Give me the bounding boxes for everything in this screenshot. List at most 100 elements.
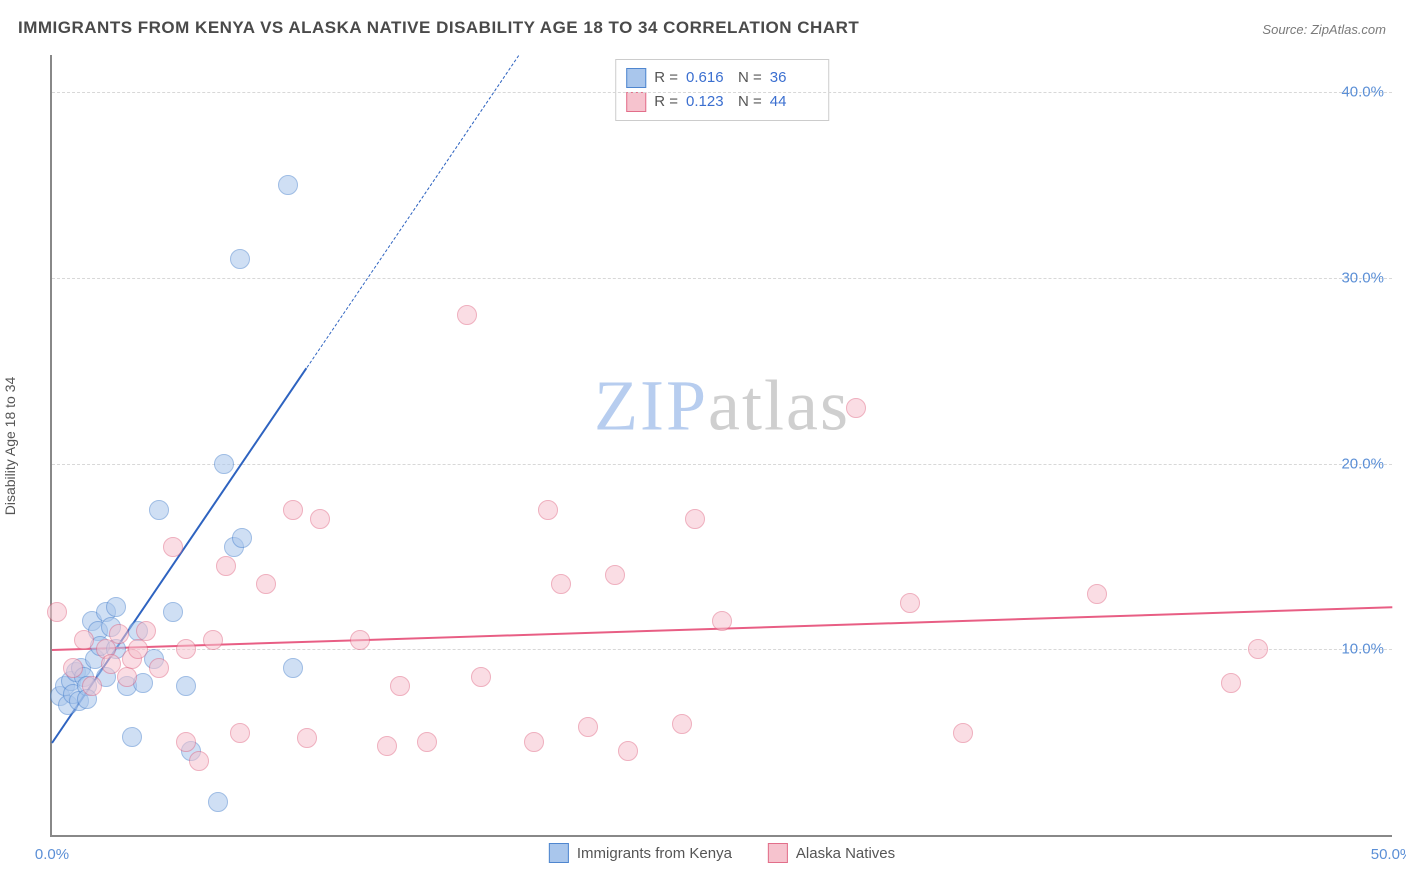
- gridline: [52, 649, 1392, 650]
- legend-stats-box: R = 0.616 N = 36 R = 0.123 N = 44: [615, 59, 829, 121]
- data-point-kenya: [55, 676, 75, 696]
- data-point-alaska: [953, 723, 973, 743]
- data-point-kenya: [90, 636, 110, 656]
- data-point-alaska: [122, 649, 142, 669]
- stat-r-label: R =: [654, 90, 678, 114]
- data-point-kenya: [149, 500, 169, 520]
- data-point-kenya: [133, 673, 153, 693]
- data-point-alaska: [256, 574, 276, 594]
- data-point-kenya: [144, 649, 164, 669]
- data-point-alaska: [685, 509, 705, 529]
- swatch-alaska: [626, 92, 646, 112]
- data-point-alaska: [230, 723, 250, 743]
- legend-stats-row-alaska: R = 0.123 N = 44: [626, 90, 814, 114]
- data-point-alaska: [117, 667, 137, 687]
- data-point-kenya: [88, 621, 108, 641]
- data-point-alaska: [189, 751, 209, 771]
- legend-item-alaska: Alaska Natives: [768, 843, 895, 863]
- data-point-alaska: [377, 736, 397, 756]
- data-point-kenya: [208, 792, 228, 812]
- data-point-alaska: [176, 732, 196, 752]
- stat-r-alaska: 0.123: [686, 90, 730, 114]
- data-point-kenya: [106, 597, 126, 617]
- data-point-kenya: [117, 676, 137, 696]
- data-point-kenya: [96, 602, 116, 622]
- data-point-kenya: [224, 537, 244, 557]
- x-tick-label: 0.0%: [35, 846, 69, 863]
- data-point-alaska: [605, 565, 625, 585]
- data-point-alaska: [1087, 584, 1107, 604]
- data-point-kenya: [50, 686, 70, 706]
- data-point-alaska: [216, 556, 236, 576]
- y-tick-label: 20.0%: [1341, 455, 1384, 472]
- data-point-alaska: [551, 574, 571, 594]
- stat-r-kenya: 0.616: [686, 66, 730, 90]
- watermark-zip: ZIP: [594, 366, 708, 446]
- data-point-alaska: [63, 658, 83, 678]
- data-point-kenya: [101, 617, 121, 637]
- legend-label-alaska: Alaska Natives: [796, 845, 895, 862]
- watermark: ZIPatlas: [594, 365, 850, 448]
- legend-bottom: Immigrants from Kenya Alaska Natives: [549, 843, 895, 863]
- data-point-kenya: [61, 671, 81, 691]
- gridline: [52, 464, 1392, 465]
- swatch-alaska: [768, 843, 788, 863]
- data-point-alaska: [900, 593, 920, 613]
- data-point-alaska: [417, 732, 437, 752]
- data-point-kenya: [181, 741, 201, 761]
- data-point-kenya: [66, 662, 86, 682]
- data-point-alaska: [578, 717, 598, 737]
- y-tick-label: 40.0%: [1341, 84, 1384, 101]
- data-point-alaska: [136, 621, 156, 641]
- data-point-alaska: [538, 500, 558, 520]
- data-point-alaska: [390, 676, 410, 696]
- data-point-alaska: [1221, 673, 1241, 693]
- source-value: ZipAtlas.com: [1311, 22, 1386, 37]
- swatch-kenya: [549, 843, 569, 863]
- data-point-kenya: [283, 658, 303, 678]
- swatch-kenya: [626, 68, 646, 88]
- y-tick-label: 30.0%: [1341, 269, 1384, 286]
- data-point-kenya: [71, 658, 91, 678]
- stat-n-kenya: 36: [770, 66, 814, 90]
- y-tick-label: 10.0%: [1341, 641, 1384, 658]
- chart-container: IMMIGRANTS FROM KENYA VS ALASKA NATIVE D…: [0, 0, 1406, 892]
- legend-stats-row-kenya: R = 0.616 N = 36: [626, 66, 814, 90]
- data-point-alaska: [524, 732, 544, 752]
- data-point-kenya: [230, 249, 250, 269]
- trend-line: [52, 607, 1392, 652]
- data-point-kenya: [278, 175, 298, 195]
- data-point-alaska: [672, 714, 692, 734]
- stat-n-label: N =: [738, 66, 762, 90]
- y-axis-title: Disability Age 18 to 34: [2, 377, 18, 516]
- watermark-atlas: atlas: [708, 366, 850, 446]
- plot-area: ZIPatlas R = 0.616 N = 36 R = 0.123 N = …: [50, 55, 1392, 837]
- data-point-kenya: [163, 602, 183, 622]
- trend-line: [306, 55, 519, 368]
- data-point-kenya: [176, 676, 196, 696]
- data-point-alaska: [471, 667, 491, 687]
- data-point-alaska: [457, 305, 477, 325]
- data-point-kenya: [232, 528, 252, 548]
- chart-title: IMMIGRANTS FROM KENYA VS ALASKA NATIVE D…: [18, 18, 859, 38]
- source-attribution: Source: ZipAtlas.com: [1262, 22, 1386, 37]
- legend-label-kenya: Immigrants from Kenya: [577, 845, 732, 862]
- data-point-alaska: [203, 630, 223, 650]
- data-point-alaska: [149, 658, 169, 678]
- data-point-alaska: [846, 398, 866, 418]
- x-tick-label: 50.0%: [1371, 846, 1406, 863]
- source-label: Source:: [1262, 22, 1307, 37]
- stat-n-alaska: 44: [770, 90, 814, 114]
- data-point-alaska: [310, 509, 330, 529]
- stat-n-label: N =: [738, 90, 762, 114]
- data-point-alaska: [47, 602, 67, 622]
- data-point-alaska: [283, 500, 303, 520]
- data-point-alaska: [297, 728, 317, 748]
- gridline: [52, 92, 1392, 93]
- legend-item-kenya: Immigrants from Kenya: [549, 843, 732, 863]
- data-point-kenya: [122, 727, 142, 747]
- data-point-alaska: [618, 741, 638, 761]
- data-point-kenya: [82, 611, 102, 631]
- stat-r-label: R =: [654, 66, 678, 90]
- trend-line: [51, 367, 307, 743]
